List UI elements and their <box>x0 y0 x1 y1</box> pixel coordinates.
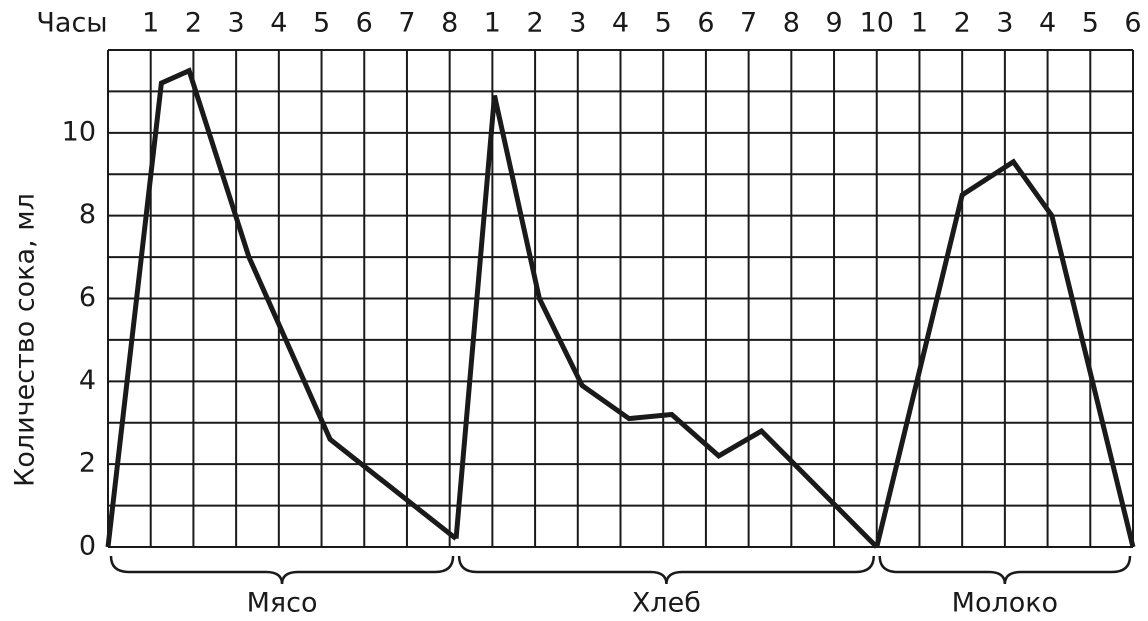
x-tick-label: 3 <box>996 8 1013 39</box>
y-tick-label: 6 <box>79 282 96 313</box>
x-tick-label: 3 <box>569 8 586 39</box>
x-tick-label: 7 <box>398 8 415 39</box>
x-tick-label: 8 <box>783 8 800 39</box>
y-tick-label: 4 <box>79 365 96 396</box>
x-tick-label: 2 <box>954 8 971 39</box>
x-tick-label: 2 <box>526 8 543 39</box>
brace <box>457 555 875 585</box>
x-tick-label: 1 <box>911 8 928 39</box>
y-tick-label: 10 <box>62 116 96 147</box>
x-tick-label: 5 <box>1082 8 1099 39</box>
brace <box>878 555 1132 585</box>
x-tick-label: 9 <box>825 8 842 39</box>
x-tick-label: 3 <box>228 8 245 39</box>
y-tick-label: 8 <box>79 199 96 230</box>
x-tick-label: 7 <box>740 8 757 39</box>
data-line <box>453 95 879 549</box>
y-tick-label: 2 <box>79 448 96 479</box>
x-tick-label: 6 <box>1124 8 1141 39</box>
x-tick-label: 2 <box>185 8 202 39</box>
series-label: Хлеб <box>632 588 701 619</box>
x-tick-label: 6 <box>356 8 373 39</box>
x-tick-label: 4 <box>612 8 629 39</box>
x-tick-label: 4 <box>1039 8 1056 39</box>
x-tick-label: 4 <box>270 8 287 39</box>
x-tick-label: 6 <box>697 8 714 39</box>
x-tick-label: 10 <box>860 8 894 39</box>
x-tick-label: 1 <box>484 8 501 39</box>
series-label: Мясо <box>247 588 318 619</box>
x-tick-label: 1 <box>142 8 159 39</box>
data-line <box>874 158 1136 548</box>
series-label: Молоко <box>952 588 1058 619</box>
x-tick-label: 8 <box>441 8 458 39</box>
x-tick-label: 5 <box>655 8 672 39</box>
y-tick-label: 0 <box>79 531 96 562</box>
y-axis-label: Количество сока, мл <box>10 193 41 487</box>
x-tick-label: 5 <box>313 8 330 39</box>
data-line <box>105 67 458 548</box>
x-axis-label: Часы <box>36 8 107 39</box>
brace <box>109 555 455 585</box>
